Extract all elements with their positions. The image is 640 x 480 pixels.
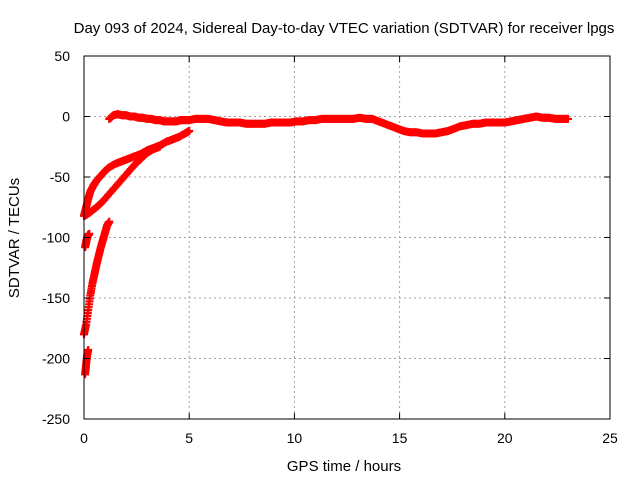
y-tick-label: -50 <box>50 169 70 185</box>
data-point-marker <box>185 127 194 136</box>
x-axis-label: GPS time / hours <box>287 458 401 475</box>
grid-lines <box>84 56 610 419</box>
data-point-marker <box>563 114 572 123</box>
y-tick-label: -150 <box>42 290 70 306</box>
x-tick-label: 5 <box>185 430 193 446</box>
x-tick-label: 15 <box>392 430 408 446</box>
data-point-marker <box>155 142 164 151</box>
y-tick-labels: 50 0 -50 -100 -150 -200 -250 <box>42 48 70 427</box>
x-tick-label: 0 <box>80 430 88 446</box>
y-tick-label: -250 <box>42 411 70 427</box>
y-tick-label: 0 <box>62 109 70 125</box>
y-tick-label: 50 <box>54 48 70 64</box>
y-axis-label: SDTVAR / TECUs <box>6 178 23 298</box>
chart-title: Day 093 of 2024, Sidereal Day-to-day VTE… <box>74 20 615 37</box>
x-tick-label: 10 <box>287 430 303 446</box>
x-tick-label: 25 <box>602 430 618 446</box>
plot-border <box>83 55 611 420</box>
y-tick-label: -100 <box>42 230 70 246</box>
data-points <box>80 110 572 379</box>
y-tick-label: -200 <box>42 351 70 367</box>
x-tick-label: 20 <box>497 430 513 446</box>
x-tick-labels: 0 5 10 15 20 25 <box>80 430 618 446</box>
data-point-marker <box>105 217 114 226</box>
data-point-marker <box>85 229 94 238</box>
plot-frame <box>83 55 611 420</box>
data-point-marker <box>84 346 93 355</box>
